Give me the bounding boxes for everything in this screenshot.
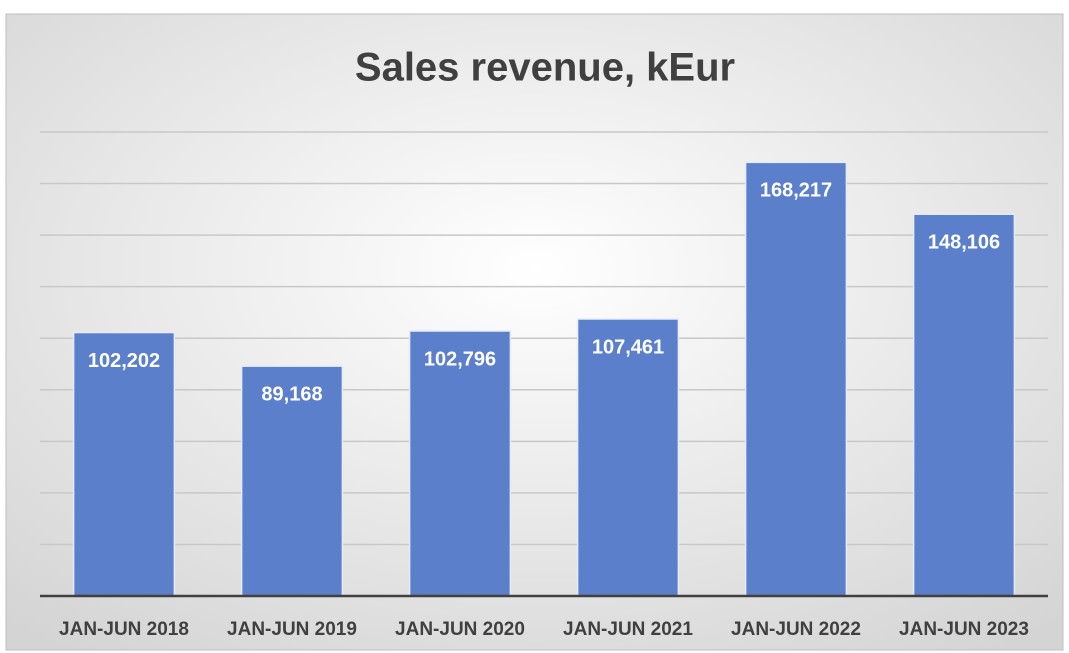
bar: [744, 161, 848, 597]
data-label: 102,796: [424, 348, 496, 370]
bar: [912, 213, 1016, 597]
x-tick-label: JAN-JUN 2023: [899, 619, 1029, 640]
x-tick-label: JAN-JUN 2019: [227, 619, 357, 640]
data-label: 107,461: [592, 336, 664, 358]
data-label: 168,217: [760, 180, 832, 202]
data-label: 102,202: [88, 350, 160, 372]
x-tick-label: JAN-JUN 2020: [395, 619, 525, 640]
bar: [576, 318, 680, 597]
x-tick-label: JAN-JUN 2021: [563, 619, 693, 640]
chart-title: Sales revenue, kEur: [355, 46, 735, 90]
x-tick-label: JAN-JUN 2018: [59, 619, 189, 640]
data-label: 148,106: [928, 231, 1000, 253]
x-tick-label: JAN-JUN 2022: [731, 619, 861, 640]
bar: [72, 331, 176, 597]
bar: [408, 330, 512, 597]
data-label: 89,168: [261, 383, 322, 405]
